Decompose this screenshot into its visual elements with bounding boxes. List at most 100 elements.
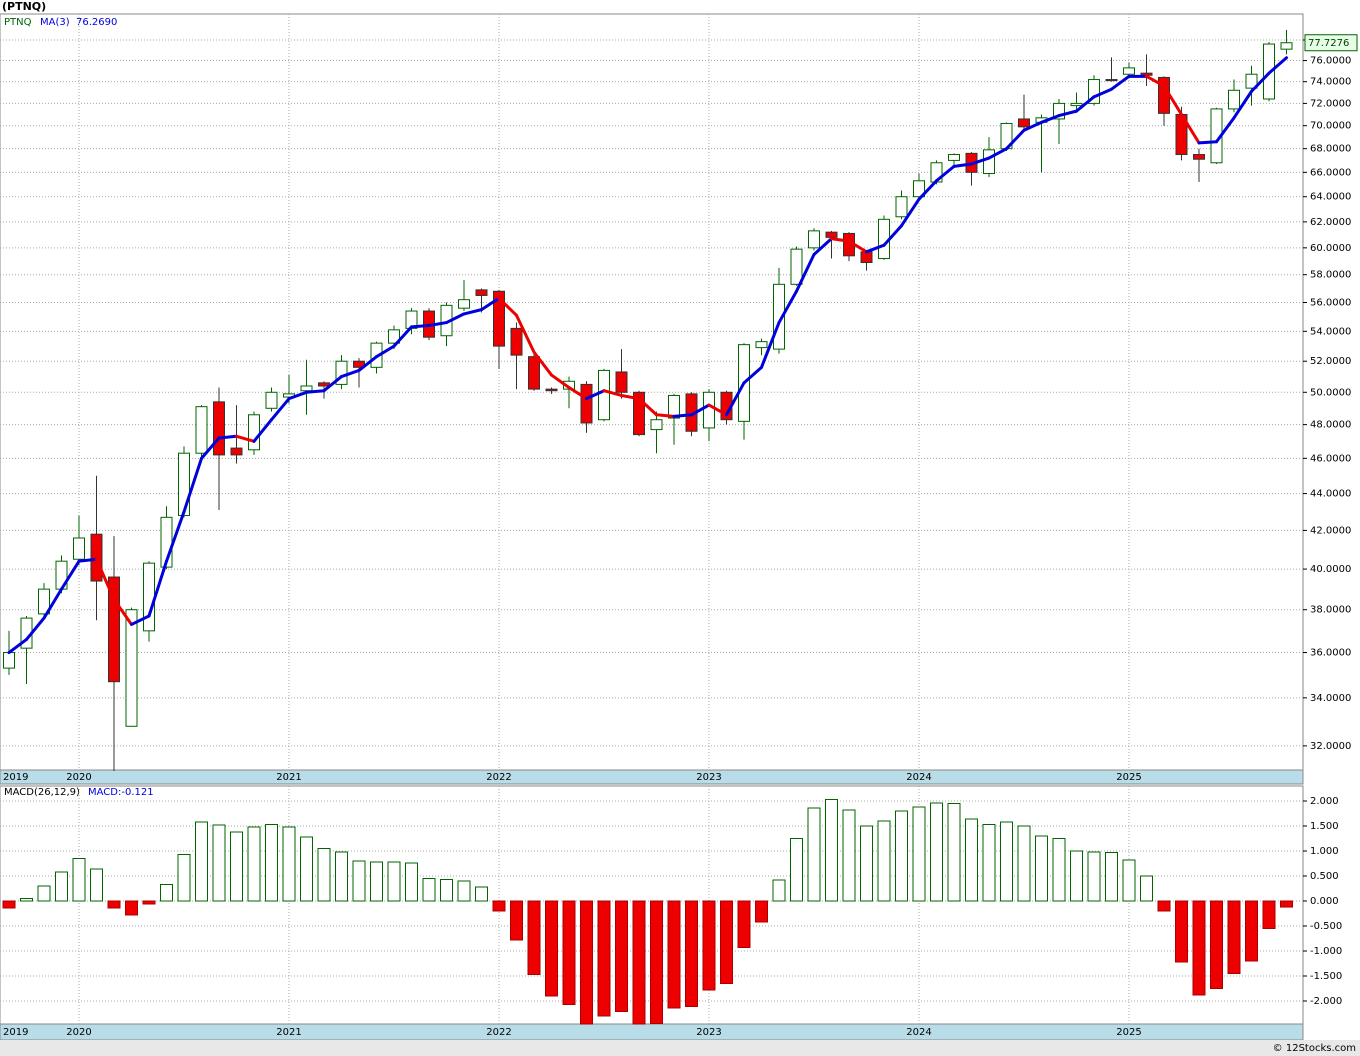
macd-bar <box>317 848 331 902</box>
macd-bar <box>615 900 628 1012</box>
candle-body <box>90 533 103 582</box>
macd-bar <box>160 884 173 902</box>
ma-segment <box>305 389 326 394</box>
ma-segment <box>445 312 466 325</box>
macd-bar <box>720 900 733 984</box>
y-tick-label: 76.0000 <box>1310 56 1351 67</box>
y-tick-label: 46.0000 <box>1310 453 1351 464</box>
candle-body <box>475 289 488 296</box>
x-tick-label: 2023 <box>696 1027 721 1038</box>
macd-bar <box>195 821 208 902</box>
macd-bar <box>1070 850 1083 902</box>
candle-body <box>143 562 155 632</box>
y-tick-label: 54.0000 <box>1310 326 1351 337</box>
candle-body <box>528 356 540 390</box>
candle-body <box>1053 102 1065 120</box>
macd-bar <box>1245 900 1258 962</box>
macd-bar <box>597 900 611 1017</box>
x-tick-label: 2023 <box>696 772 721 783</box>
macd-bar <box>72 858 86 902</box>
macd-bar <box>370 861 383 902</box>
candle-body <box>598 369 610 421</box>
ma-segment <box>77 557 98 563</box>
macd-bar <box>1017 825 1031 902</box>
macd-bar <box>20 898 33 902</box>
candle-body <box>948 154 960 161</box>
ma-segment <box>830 237 851 243</box>
candle-body <box>195 406 208 454</box>
ma-segment <box>235 434 256 443</box>
ma-segment <box>165 510 186 563</box>
ma-segment <box>777 289 798 325</box>
y-tick-label: 50.0000 <box>1310 387 1351 398</box>
ma-segment <box>497 296 518 317</box>
macd-bar <box>335 851 348 902</box>
ma-segment <box>690 403 711 417</box>
price-badge <box>1304 34 1358 52</box>
date-strip <box>0 769 1304 785</box>
candle-body <box>510 327 523 356</box>
candle-body <box>3 652 15 669</box>
candle-body <box>73 537 85 560</box>
macd-bar <box>475 886 488 902</box>
ma-segment <box>1215 116 1236 144</box>
ma-segment <box>340 368 361 379</box>
macd-bar <box>55 871 68 902</box>
macd-bar <box>142 900 156 905</box>
ma-segment <box>532 350 553 377</box>
candle-body <box>790 248 803 285</box>
ma-segment <box>1110 74 1131 91</box>
candle-body <box>1123 67 1135 75</box>
y-tick-label: 58.0000 <box>1310 270 1351 281</box>
ma-segment <box>130 614 151 626</box>
candle-body <box>38 588 50 615</box>
ma-segment <box>970 156 991 166</box>
macd-bar <box>860 825 873 902</box>
candle-body <box>178 452 190 516</box>
macd-bar <box>965 818 978 902</box>
macd-bar <box>562 900 576 1005</box>
chart-title: (PTNQ) <box>2 0 46 13</box>
y-tick-label: 1.500 <box>1310 821 1339 832</box>
y-tick-label: 48.0000 <box>1310 420 1351 431</box>
macd-bar <box>1192 900 1206 996</box>
macd-bar <box>422 878 436 902</box>
ma-segment <box>917 179 938 201</box>
candle-body <box>773 283 785 350</box>
ma-segment <box>1267 56 1288 75</box>
ma-segment <box>1162 84 1183 116</box>
macd-bar <box>107 900 121 909</box>
candle-body <box>1245 73 1258 89</box>
y-tick-label: 56.0000 <box>1310 298 1351 309</box>
macd-bar <box>1210 900 1223 989</box>
macd-bar <box>1035 835 1048 902</box>
ma-segment <box>252 418 273 443</box>
candle-body <box>248 414 260 451</box>
ma-segment <box>882 224 903 247</box>
ma-segment <box>1145 74 1166 88</box>
ma-segment <box>392 325 413 348</box>
macd-bar <box>982 824 996 902</box>
macd-bar <box>930 802 943 902</box>
macd-bar <box>387 861 401 902</box>
candle-body <box>808 230 820 249</box>
macd-bar <box>842 809 856 902</box>
macd-bar <box>947 803 961 902</box>
ma-segment <box>812 237 833 256</box>
macd-bar <box>440 879 453 902</box>
ma-segment <box>620 393 641 401</box>
ma-segment <box>550 373 571 390</box>
macd-bar <box>1140 875 1153 902</box>
candle-body <box>633 391 645 436</box>
ma-segment <box>112 597 133 626</box>
macd-bar <box>650 900 663 1024</box>
x-tick-label: 2024 <box>906 772 931 783</box>
macd-bar <box>790 838 803 902</box>
candle-body <box>650 419 663 431</box>
macd-bar <box>580 900 593 1025</box>
ma-segment <box>42 587 63 620</box>
candle-body <box>265 391 278 409</box>
price-badge-label: 77.7276 <box>1308 38 1349 49</box>
ma-segment <box>1180 112 1201 145</box>
macd-title: MACD(26,12,9) <box>4 787 80 798</box>
